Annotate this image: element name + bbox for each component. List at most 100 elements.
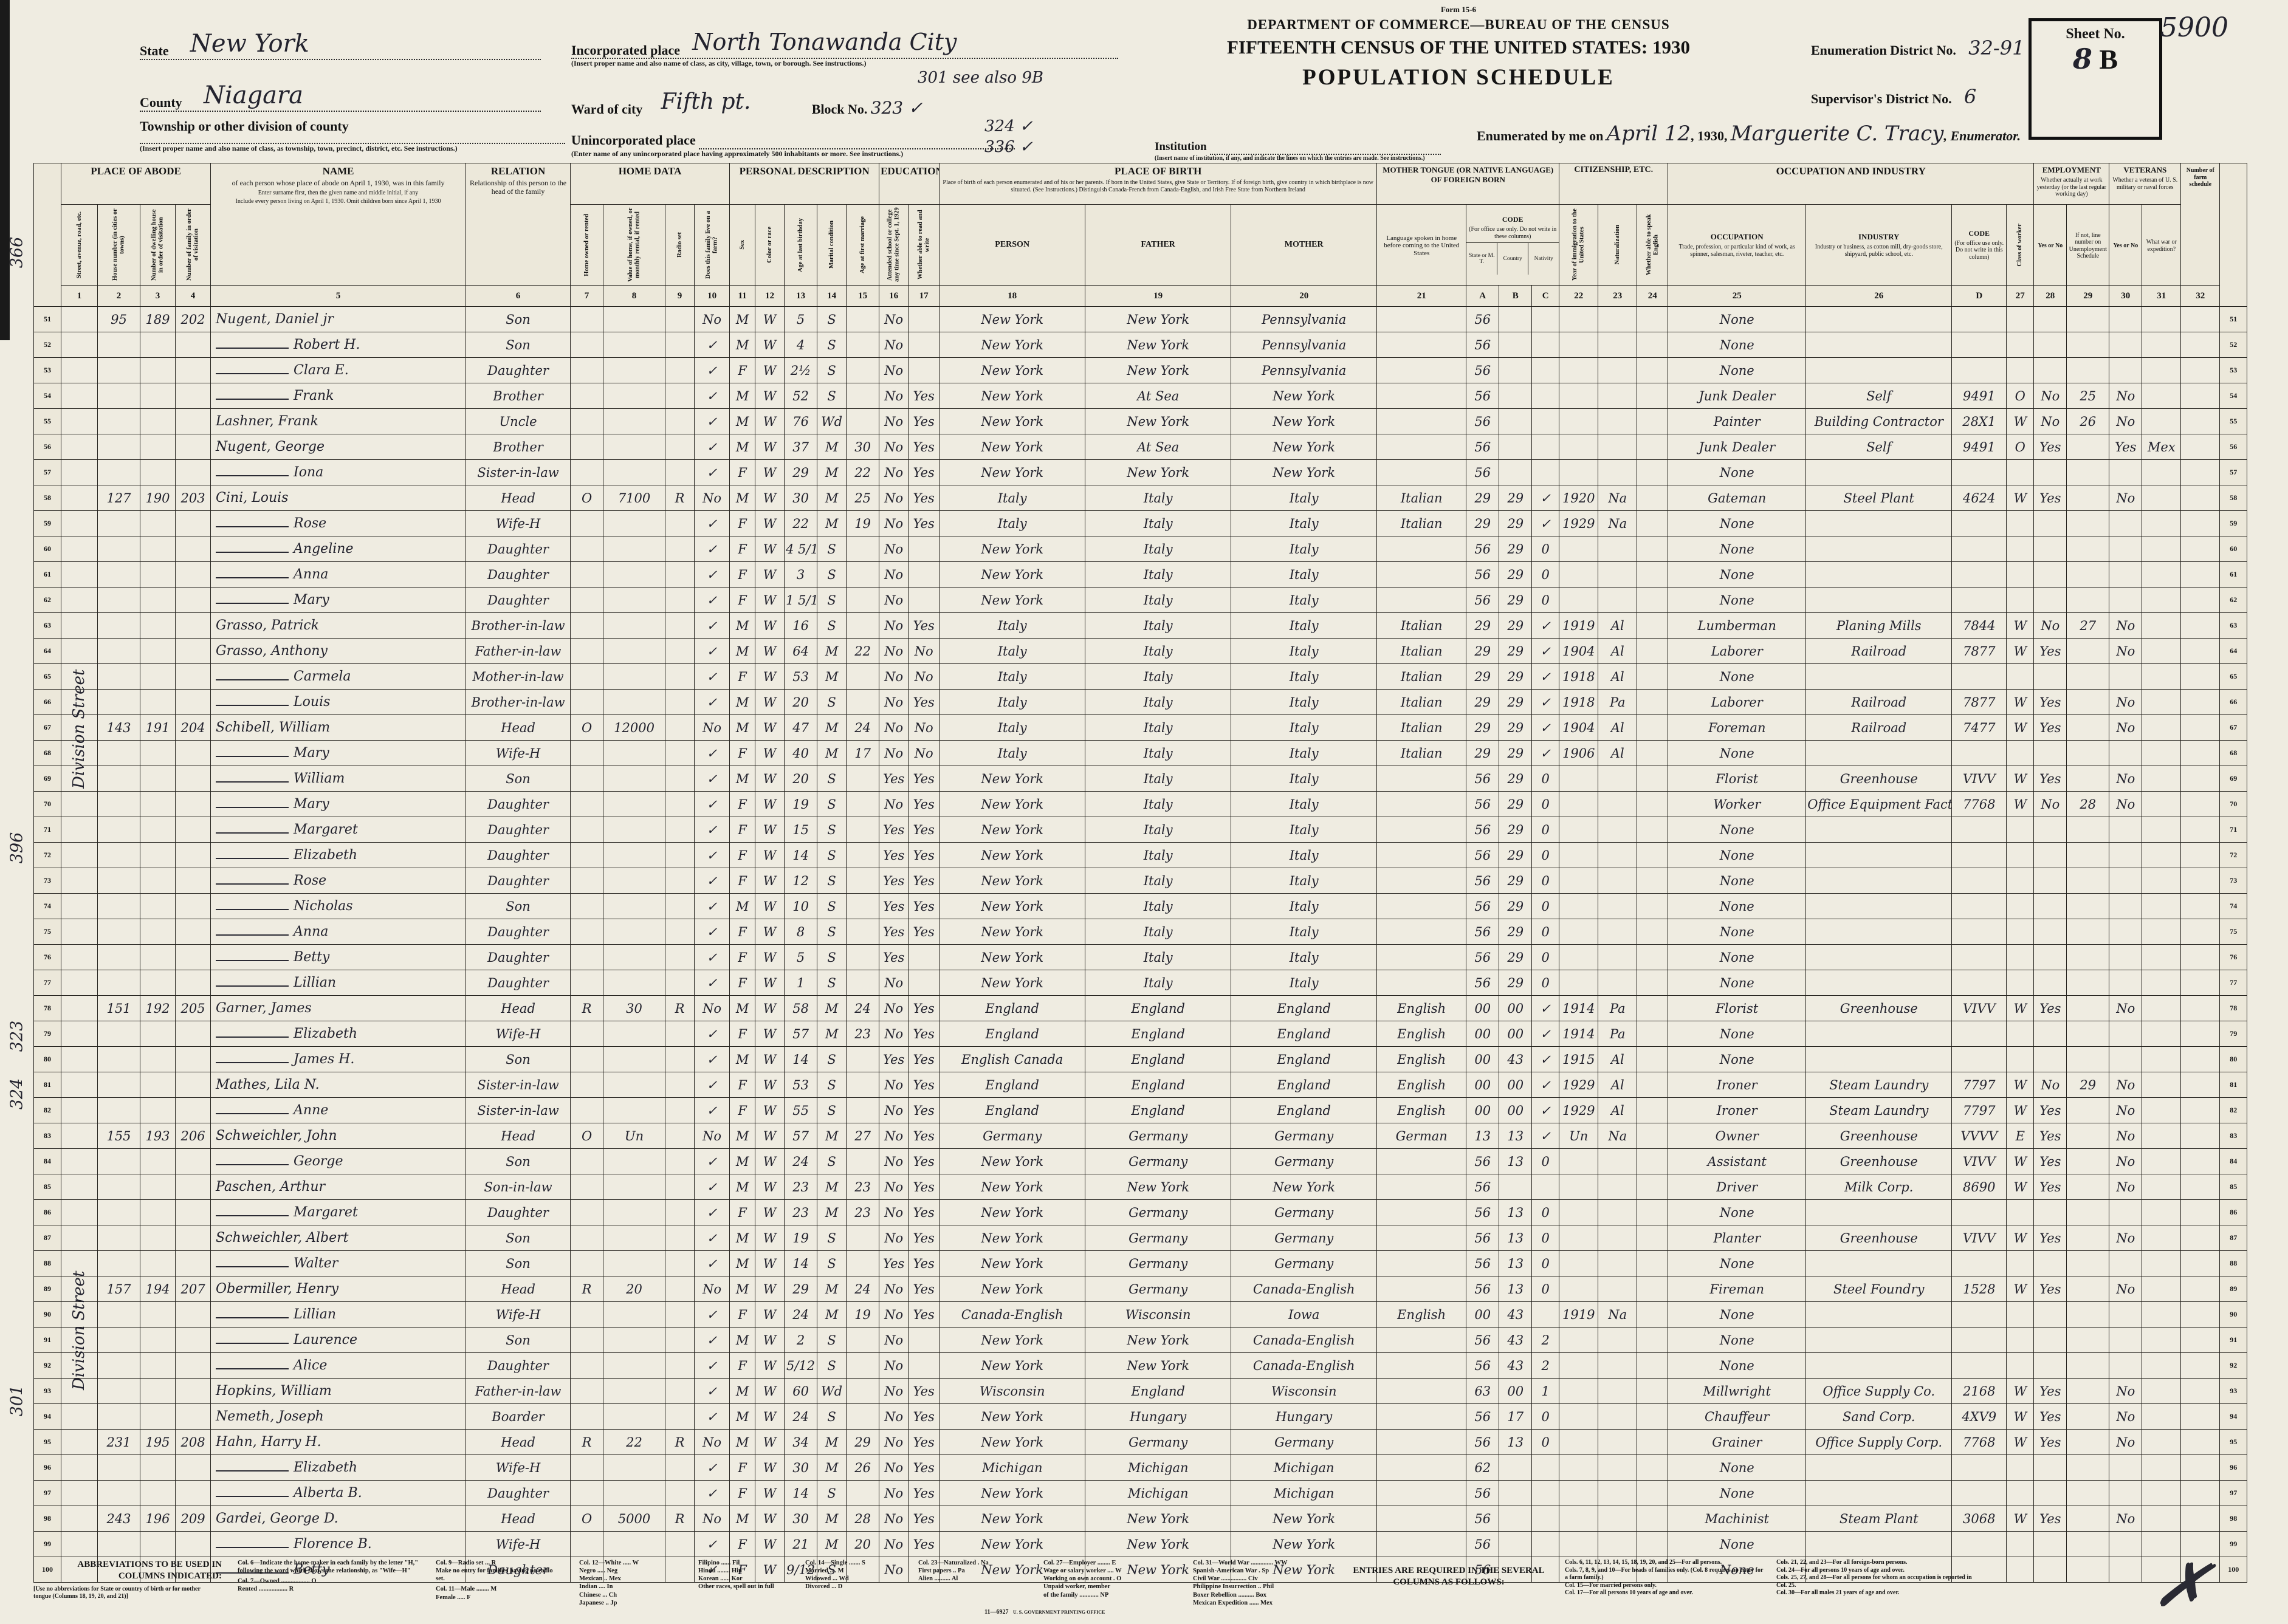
cell-na [1598,1174,1638,1200]
cell-c: ✓ [1531,612,1560,639]
cell-na [1598,561,1638,588]
col3-header: Number of dwelling house in order of vis… [140,204,176,286]
cell-pf: New York [1085,1174,1232,1200]
cell-pm: Italy [1231,561,1378,588]
cell-f: 204 [174,714,211,741]
cell-w9 [2066,332,2110,358]
cell-ra [665,1174,695,1200]
cell-wr [2142,1225,2182,1251]
cell-cl [2006,1301,2035,1328]
cell-rl: Head [466,1276,571,1302]
cell-sc: Yes [879,919,909,945]
cell-lg [1376,1429,1467,1455]
cell-h: 151 [97,995,140,1021]
cell-sx: F [729,1072,756,1098]
cell-cl [2006,1250,2035,1276]
cell-oc: None [1668,1301,1807,1328]
sheet-number-box: Sheet No. 8 B [2029,18,2162,140]
cell-wr: Mex [2142,434,2182,460]
cell-en [1637,1046,1669,1072]
cell-d [140,868,176,894]
line-number-right: 95 [2219,1429,2248,1455]
cell-h [97,1250,140,1276]
cell-cd: VVVV [1951,1123,2007,1149]
cell-ind [1805,944,1953,970]
cell-h [97,357,140,383]
cell-st [61,1123,98,1149]
cell-en [1637,536,1669,562]
col-number-3: 3 [140,285,176,307]
cell-rw: Yes [908,1250,940,1276]
cell-pb: New York [939,587,1086,613]
cell-ag: 5/12 [784,1352,818,1379]
cell-na [1598,536,1638,562]
cell-f [174,383,211,409]
cell-fs [2180,995,2221,1021]
cell-w9: 25 [2066,383,2110,409]
cell-ow [570,868,604,894]
cell-f [174,1352,211,1379]
cell-oc: Ironer [1668,1097,1807,1123]
cell-fs [2180,1506,2221,1532]
enumerator-label: , Enumerator. [1943,128,2021,143]
cell-vt: No [2109,1072,2143,1098]
cell-nm: Grasso, Anthony [210,638,467,664]
cell-fs [2180,1327,2221,1353]
cell-d: 190 [140,485,176,511]
cell-pb: New York [939,1480,1086,1506]
cell-sc: No [879,663,909,690]
entries-5: Cols. 21, 22, and 23—For all foreign-bor… [1776,1559,1908,1566]
cell-nm: Mary [210,740,467,766]
cell-ag: 24 [784,1403,818,1430]
cell-fm: ✓ [694,689,730,715]
cell-fs [2180,842,2221,868]
cell-w8 [2033,944,2067,970]
abbrev-title: ABBREVIATIONS TO BE USED IN COLUMNS INDI… [77,1560,222,1581]
cell-a: 56 [1466,1352,1500,1379]
cell-pb: New York [939,868,1086,894]
cell-cl [2006,510,2035,536]
cell-b: 29 [1499,766,1533,792]
cell-fm: No [694,1429,730,1455]
cell-vl [603,663,666,690]
cell-wr [2142,740,2182,766]
cell-na: Pa [1598,995,1638,1021]
cell-sc: No [879,434,909,460]
cell-na [1598,1480,1638,1506]
cell-na [1598,408,1638,434]
cell-oc: None [1668,893,1807,919]
cell-ms: Wd [817,1378,847,1404]
cell-wr [2142,1148,2182,1174]
cell-am [846,1403,880,1430]
cell-pm: England [1231,1072,1378,1098]
line-number-right: 62 [2219,587,2248,613]
cell-sc: No [879,357,909,383]
line-col-header-right [2219,163,2248,307]
cell-c: ✓ [1531,1123,1560,1149]
cell-d [140,587,176,613]
cell-cd [1951,1531,2007,1557]
cell-cl: W [2006,1097,2035,1123]
cell-a: 00 [1466,1046,1500,1072]
cell-st [61,1276,98,1302]
cell-cl [2006,1199,2035,1225]
cell-rl: Head [466,1429,571,1455]
cell-im: 1906 [1559,740,1599,766]
col-number-28: 28 [2033,285,2067,307]
cell-d [140,1225,176,1251]
cell-a: 56 [1466,1480,1500,1506]
cell-im [1559,944,1599,970]
cell-w8: No [2033,1072,2067,1098]
col10-header: Does this family live on a farm? [694,204,730,286]
cell-ra [665,868,695,894]
cell-rl: Brother-in-law [466,689,571,715]
cell-am: 24 [846,995,880,1021]
cell-nm: Elizabeth [210,1454,467,1481]
cell-en [1637,1429,1669,1455]
cell-im: 1904 [1559,714,1599,741]
cell-cl [2006,536,2035,562]
cell-fs [2180,663,2221,690]
cell-pm: Italy [1231,714,1378,741]
cell-cd: 1528 [1951,1276,2007,1302]
table-row: 92 Alice Daughter ✓ F W 5/12 S No New York New Yor… [33,1352,2248,1379]
